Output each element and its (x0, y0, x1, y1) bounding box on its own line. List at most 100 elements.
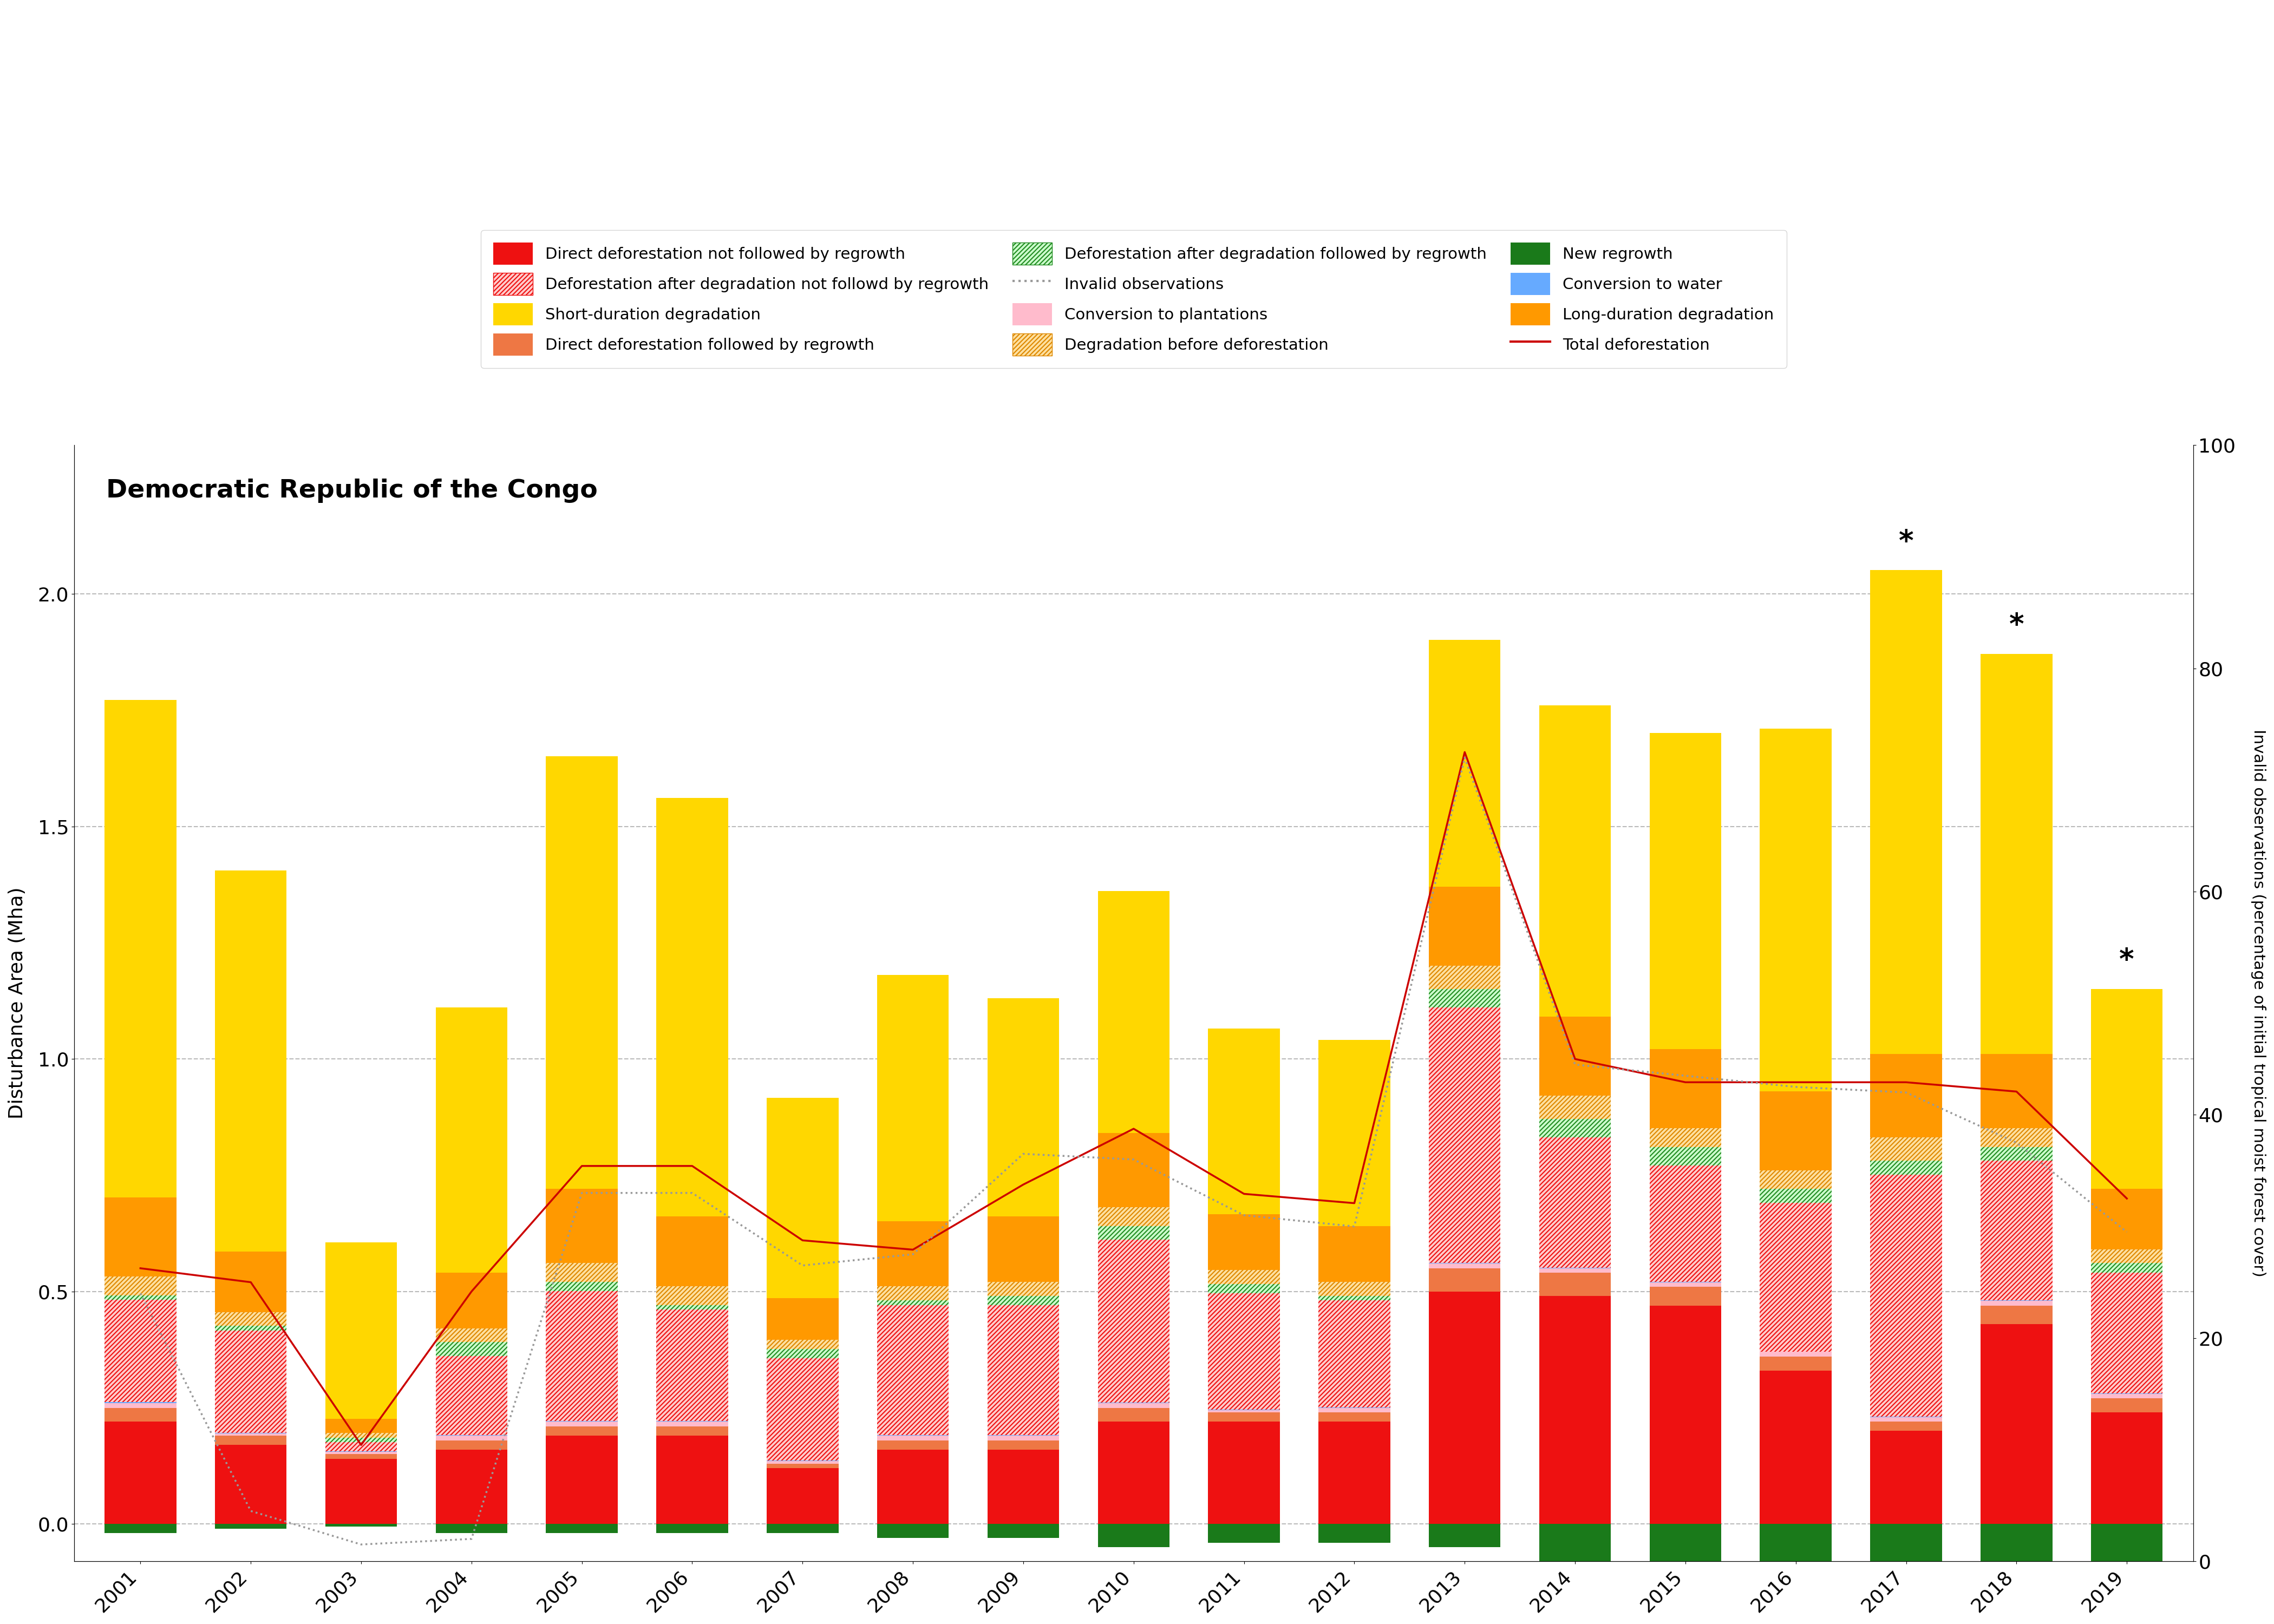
Bar (1869, 1418, 1942, 1421)
Bar (1428, 1523, 1501, 1548)
Bar (657, 1306, 728, 1309)
Bar (1319, 1408, 1389, 1413)
Bar (1098, 1403, 1169, 1408)
Bar (2092, 1249, 2163, 1263)
Bar (2092, 989, 2163, 1189)
Bar (1428, 640, 1501, 887)
Bar (1869, 1161, 1942, 1174)
Bar (1539, 1017, 1610, 1096)
Bar (1760, 729, 1831, 1091)
Bar (325, 1523, 398, 1527)
Bar (437, 1341, 507, 1356)
Bar (1760, 1203, 1831, 1351)
Bar (1428, 1263, 1501, 1268)
Bar (546, 1263, 619, 1281)
Bar (766, 1523, 839, 1533)
Bar (1869, 1137, 1942, 1161)
Bar (1207, 1293, 1280, 1410)
Bar (216, 1312, 287, 1325)
Bar (1098, 1239, 1169, 1403)
Bar (1539, 1096, 1610, 1119)
Text: *: * (1899, 528, 1915, 557)
Bar (216, 1523, 287, 1528)
Bar (1981, 1523, 2053, 1624)
Bar (1098, 1421, 1169, 1523)
Bar (1098, 1408, 1169, 1421)
Bar (546, 1189, 619, 1263)
Bar (657, 1216, 728, 1286)
Bar (2092, 1413, 2163, 1523)
Bar (1098, 1226, 1169, 1239)
Bar (1760, 1371, 1831, 1523)
Bar (878, 1286, 948, 1301)
Bar (1319, 1039, 1389, 1226)
Bar (325, 1242, 398, 1419)
Bar (546, 1281, 619, 1291)
Bar (105, 1299, 177, 1402)
Bar (325, 1452, 398, 1453)
Bar (105, 1408, 177, 1421)
Bar (1760, 1091, 1831, 1171)
Bar (437, 1328, 507, 1341)
Bar (1869, 1421, 1942, 1431)
Bar (1207, 1523, 1280, 1543)
Bar (1869, 1431, 1942, 1523)
Bar (1760, 1523, 1831, 1585)
Bar (1207, 1215, 1280, 1270)
Bar (2092, 1273, 2163, 1393)
Bar (1760, 1189, 1831, 1203)
Bar (1319, 1281, 1389, 1296)
Bar (987, 1281, 1060, 1296)
Bar (1428, 966, 1501, 989)
Bar (216, 1325, 287, 1330)
Bar (1649, 1523, 1721, 1580)
Bar (437, 1356, 507, 1436)
Bar (105, 700, 177, 1197)
Bar (878, 1523, 948, 1538)
Bar (437, 1523, 507, 1533)
Bar (1649, 1306, 1721, 1523)
Text: *: * (2008, 612, 2024, 640)
Bar (216, 1445, 287, 1523)
Bar (1207, 1421, 1280, 1523)
Bar (1098, 1134, 1169, 1207)
Bar (766, 1350, 839, 1358)
Bar (1869, 1174, 1942, 1416)
Bar (2092, 1393, 2163, 1398)
Bar (105, 1403, 177, 1408)
Bar (1981, 1161, 2053, 1301)
Y-axis label: Disturbance Area (Mha): Disturbance Area (Mha) (9, 887, 27, 1119)
Bar (1981, 1054, 2053, 1129)
Bar (1207, 1413, 1280, 1421)
Bar (657, 1421, 728, 1426)
Bar (1319, 1421, 1389, 1523)
Bar (216, 870, 287, 1252)
Bar (1207, 1028, 1280, 1215)
Bar (878, 974, 948, 1221)
Bar (766, 1298, 839, 1340)
Bar (987, 1523, 1060, 1538)
Bar (657, 1309, 728, 1421)
Bar (657, 1426, 728, 1436)
Bar (1319, 1523, 1389, 1543)
Bar (2092, 1263, 2163, 1273)
Bar (1539, 705, 1610, 1017)
Bar (216, 1436, 287, 1445)
Bar (1869, 1523, 1942, 1618)
Bar (216, 1252, 287, 1312)
Bar (1428, 1007, 1501, 1263)
Bar (657, 797, 728, 1216)
Bar (1981, 1129, 2053, 1147)
Bar (878, 1221, 948, 1286)
Bar (437, 1440, 507, 1450)
Bar (987, 1306, 1060, 1436)
Bar (1649, 1049, 1721, 1129)
Bar (1207, 1410, 1280, 1413)
Bar (325, 1437, 398, 1442)
Bar (766, 1462, 839, 1463)
Bar (437, 1007, 507, 1273)
Bar (1319, 1226, 1389, 1281)
Bar (987, 1296, 1060, 1306)
Bar (546, 1436, 619, 1523)
Bar (216, 1434, 287, 1436)
